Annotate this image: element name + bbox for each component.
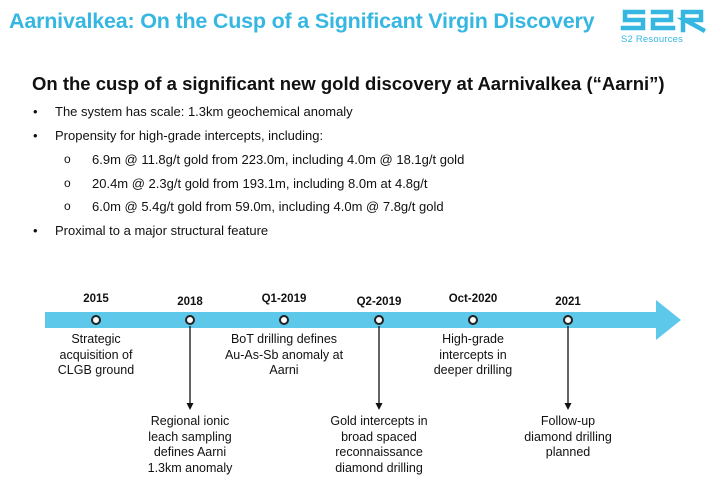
milestone-description-line: Regional ionic (150, 414, 230, 428)
milestone-description: Strategic acquisition of CLGB ground (58, 332, 134, 379)
milestone-description: High-grade intercepts in deeper drilling (434, 332, 513, 379)
milestone-description-line: acquisition of (59, 347, 133, 362)
bullet-item: The system has scale: 1.3km geochemical … (55, 104, 353, 119)
milestone-year: 2018 (177, 296, 203, 308)
sub-bullet-item: 6.0m @ 5.4g/t gold from 59.0m, including… (92, 199, 444, 214)
milestone-description-line: High-grade (442, 332, 504, 346)
milestone-description: BoT drilling defines Au-As-Sb anomaly at A… (225, 332, 343, 379)
sub-bullet-item: 6.9m @ 11.8g/t gold from 223.0m, includi… (92, 152, 465, 167)
milestone-year: Q2-2019 (356, 296, 402, 308)
milestone-marker (185, 315, 195, 325)
milestone-description: Follow-up diamond drilling planned (524, 414, 612, 461)
bullet-marker: • (33, 128, 38, 143)
milestone-year: 2015 (83, 293, 109, 305)
milestone-description: Gold intercepts in broad spaced reconnaiss… (330, 414, 427, 476)
bullet-item: Propensity for high-grade intercepts, in… (55, 128, 324, 143)
milestone-marker (279, 315, 289, 325)
milestone-description-line: Gold intercepts in (330, 414, 428, 428)
connector-arrowhead (186, 403, 194, 410)
logo-text: S2 Resources (621, 34, 684, 45)
connector-arrowhead (564, 403, 572, 410)
milestone-description-line: leach sampling (148, 429, 232, 444)
bullet-marker: • (33, 104, 38, 119)
milestone-description-line: diamond drilling (335, 460, 423, 475)
milestone-year: Oct-2020 (448, 293, 498, 305)
milestone-description-line: reconnaissance (335, 445, 423, 459)
milestone-description-line: 1.3km anomaly (147, 460, 233, 475)
sub-bullet-marker: o (64, 152, 71, 166)
milestone-description-line: Strategic (71, 332, 121, 346)
sub-bullet-marker: o (64, 176, 71, 190)
milestone-description-line: CLGB ground (57, 363, 135, 377)
milestone-year: 2021 (555, 296, 581, 308)
slide-header: Aarnivalkea: On the Cusp of a Significan… (0, 0, 725, 50)
milestone-description-line: intercepts in (439, 347, 507, 362)
milestone-description-line: Au-As-Sb anomaly at (224, 347, 344, 362)
milestone-marker (468, 315, 478, 325)
milestone-description-line: defines Aarni (153, 445, 227, 459)
milestone-year: Q1-2019 (261, 293, 307, 305)
milestone-description-line: BoT drilling defines (230, 332, 338, 346)
milestone-marker (563, 315, 573, 325)
bullet-item: Proximal to a major structural feature (55, 223, 269, 238)
connector-arrowhead (375, 403, 383, 410)
s2r-logo (620, 9, 707, 34)
milestone-description-line: Follow-up (540, 414, 596, 428)
bullet-marker: • (33, 223, 38, 238)
milestone-description-line: deeper drilling (433, 363, 513, 377)
timeline-arrow (45, 300, 681, 340)
milestone-description-line: Aarni (269, 363, 299, 377)
milestone-description-line: planned (545, 445, 591, 459)
milestone-description-line: diamond drilling (524, 429, 612, 444)
milestone-marker (374, 315, 384, 325)
sub-bullet-item: 20.4m @ 2.3g/t gold from 193.1m, includi… (92, 176, 428, 191)
sub-bullet-marker: o (64, 199, 71, 213)
milestone-description: Regional ionic leach sampling defines Aarn… (148, 414, 233, 476)
milestone-marker (91, 315, 101, 325)
slide-title: Aarnivalkea: On the Cusp of a Significan… (9, 9, 595, 33)
milestone-description-line: broad spaced (341, 429, 417, 444)
content-title: On the cusp of a significant new gold di… (32, 73, 665, 94)
